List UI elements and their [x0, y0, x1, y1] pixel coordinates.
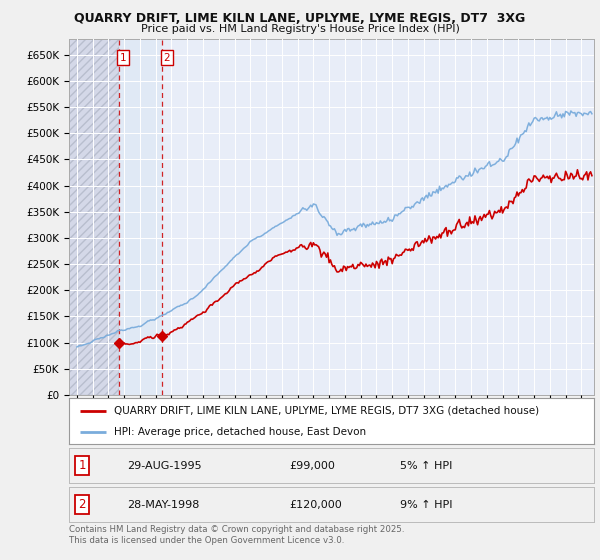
Text: HPI: Average price, detached house, East Devon: HPI: Average price, detached house, East… [113, 427, 366, 437]
Bar [119, 39, 162, 395]
Text: 29-AUG-1995: 29-AUG-1995 [127, 461, 202, 470]
Bar [69, 39, 119, 395]
Text: Price paid vs. HM Land Registry's House Price Index (HPI): Price paid vs. HM Land Registry's House … [140, 24, 460, 34]
Text: 1: 1 [79, 459, 86, 472]
Text: QUARRY DRIFT, LIME KILN LANE, UPLYME, LYME REGIS, DT7 3XG (detached house): QUARRY DRIFT, LIME KILN LANE, UPLYME, LY… [113, 405, 539, 416]
Text: 9% ↑ HPI: 9% ↑ HPI [400, 500, 452, 510]
Text: Contains HM Land Registry data © Crown copyright and database right 2025.
This d: Contains HM Land Registry data © Crown c… [69, 525, 404, 545]
Text: £99,000: £99,000 [290, 461, 335, 470]
Text: 1: 1 [120, 53, 127, 63]
Text: QUARRY DRIFT, LIME KILN LANE, UPLYME, LYME REGIS, DT7  3XG: QUARRY DRIFT, LIME KILN LANE, UPLYME, LY… [74, 12, 526, 25]
Text: £120,000: £120,000 [290, 500, 342, 510]
Text: 5% ↑ HPI: 5% ↑ HPI [400, 461, 452, 470]
Text: 2: 2 [163, 53, 170, 63]
Text: 28-MAY-1998: 28-MAY-1998 [127, 500, 199, 510]
Text: 2: 2 [79, 498, 86, 511]
